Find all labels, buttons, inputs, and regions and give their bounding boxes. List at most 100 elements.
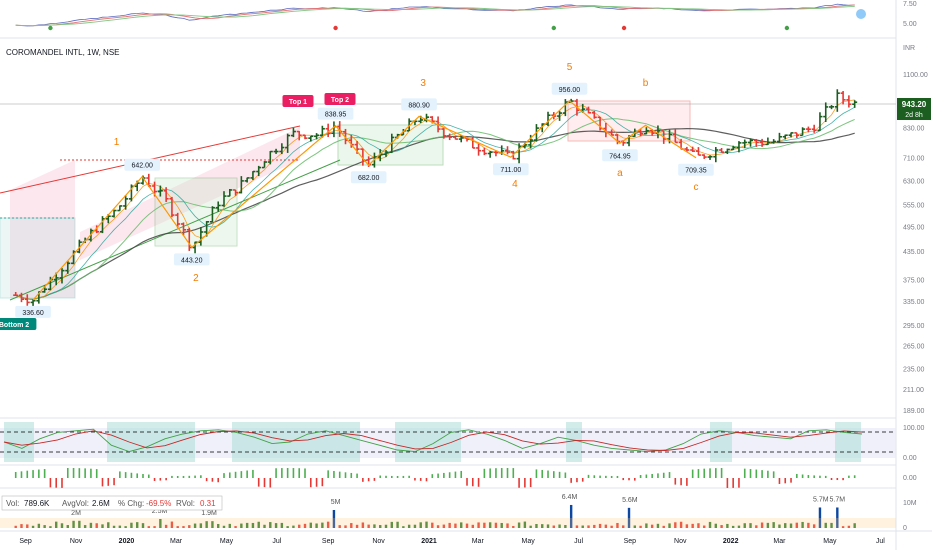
time-label: Sep [19, 538, 32, 545]
price-label-bg [15, 305, 51, 318]
hist-bar [95, 469, 98, 478]
hist-bar [211, 478, 214, 482]
hist-bar [356, 473, 358, 478]
volume-bar [494, 522, 498, 528]
volume-bar [20, 524, 23, 528]
price-tick: 235.00 [903, 366, 925, 373]
volume-bar [743, 523, 746, 528]
hist-bar [338, 471, 341, 478]
hist-bar [113, 478, 115, 486]
hist-bar [824, 475, 827, 478]
time-label: 2021 [421, 538, 437, 545]
volume-bar [766, 522, 770, 528]
hist-bar [367, 478, 370, 482]
volume-bar [118, 525, 122, 528]
wave-label: c [693, 182, 698, 193]
volume-bar [477, 522, 480, 528]
hist-bar [286, 468, 289, 478]
hist-bar [61, 478, 63, 488]
volume-bar [170, 521, 174, 528]
volume-bar [89, 522, 93, 528]
volume-bar [841, 526, 845, 528]
price-tick: 555.00 [903, 203, 925, 210]
hist-bar [796, 473, 798, 478]
hist-bar [431, 474, 434, 478]
wedge-zone [10, 160, 75, 298]
hist-bar [55, 478, 58, 488]
bottom2-label-bg [0, 318, 37, 330]
hist-bar [26, 470, 29, 478]
volume-bar [512, 525, 515, 528]
time-label: Jul [272, 538, 281, 545]
box-zone [154, 177, 238, 247]
signal-dot [333, 25, 338, 31]
stoch-background [0, 422, 896, 462]
price-tick: 211.00 [903, 387, 924, 394]
hist-bar [269, 478, 272, 488]
hist-bar [142, 474, 144, 478]
elliott-wave-path [32, 99, 697, 301]
volume-bar [164, 524, 168, 528]
hist-bar [217, 478, 220, 483]
hist-bar [518, 478, 520, 488]
volume-bar [338, 525, 341, 528]
hist-bar [836, 478, 839, 481]
volume-bar [60, 523, 64, 528]
volume-peak-label: 5.7M [813, 496, 829, 503]
volume-bar [240, 523, 243, 528]
current-price-badge: 943.20 2d 8h [897, 98, 931, 120]
volume-bar [384, 524, 388, 528]
volume-bar [488, 522, 492, 528]
volume-bar [153, 526, 156, 528]
time-label: May [823, 538, 837, 545]
hist-bar [807, 474, 810, 478]
hist-bar [159, 478, 162, 481]
hist-bar [657, 473, 659, 478]
hist-bar [32, 470, 34, 478]
hist-bar [616, 475, 619, 478]
symbol-title: COROMANDEL INTL, 1W, NSE [6, 48, 120, 57]
volume-bar [396, 521, 399, 528]
volume-bar [506, 523, 509, 528]
volume-bar [807, 522, 810, 528]
hist-bar [246, 470, 248, 478]
volume-bar [645, 523, 648, 528]
volume-bar [546, 524, 550, 528]
time-label: Nov [372, 538, 385, 545]
wave-label: a [617, 168, 623, 179]
volume-bar [587, 525, 590, 528]
time-label: 2020 [119, 538, 135, 545]
top-indicator-line [15, 4, 855, 27]
signal-dot [551, 25, 557, 31]
volume-bar [853, 523, 856, 528]
hist-bar [570, 478, 572, 483]
hist-bar [90, 468, 92, 478]
hist-bar [466, 478, 468, 486]
hist-bar [200, 475, 202, 478]
bar-countdown: 2d 8h [905, 112, 923, 119]
hist-bar [500, 468, 503, 478]
volume-bar [361, 522, 365, 528]
volume-bar [112, 525, 116, 528]
hist-bar [639, 475, 642, 478]
volume-bar [442, 524, 446, 528]
trend-line [9, 159, 341, 301]
hist-bar [252, 469, 254, 478]
volume-bar [656, 523, 660, 528]
hist-bar [547, 470, 549, 478]
price-label-bg [678, 163, 714, 176]
price-tick: 1100.00 [903, 72, 928, 79]
hist-bar [495, 468, 497, 478]
volume-bar [298, 524, 301, 528]
volume-bar [188, 525, 191, 528]
volume-bar [413, 524, 417, 528]
volume-bar [760, 522, 764, 528]
volume-bar [795, 522, 799, 528]
hist-bar [176, 475, 179, 478]
hist-bar [275, 468, 277, 478]
hist-bar [188, 475, 191, 478]
scroll-marker-icon[interactable] [856, 9, 866, 19]
volume-bar [425, 521, 428, 528]
hist-bar [709, 468, 711, 478]
bottom2-label: Bottom 2 [0, 322, 29, 329]
